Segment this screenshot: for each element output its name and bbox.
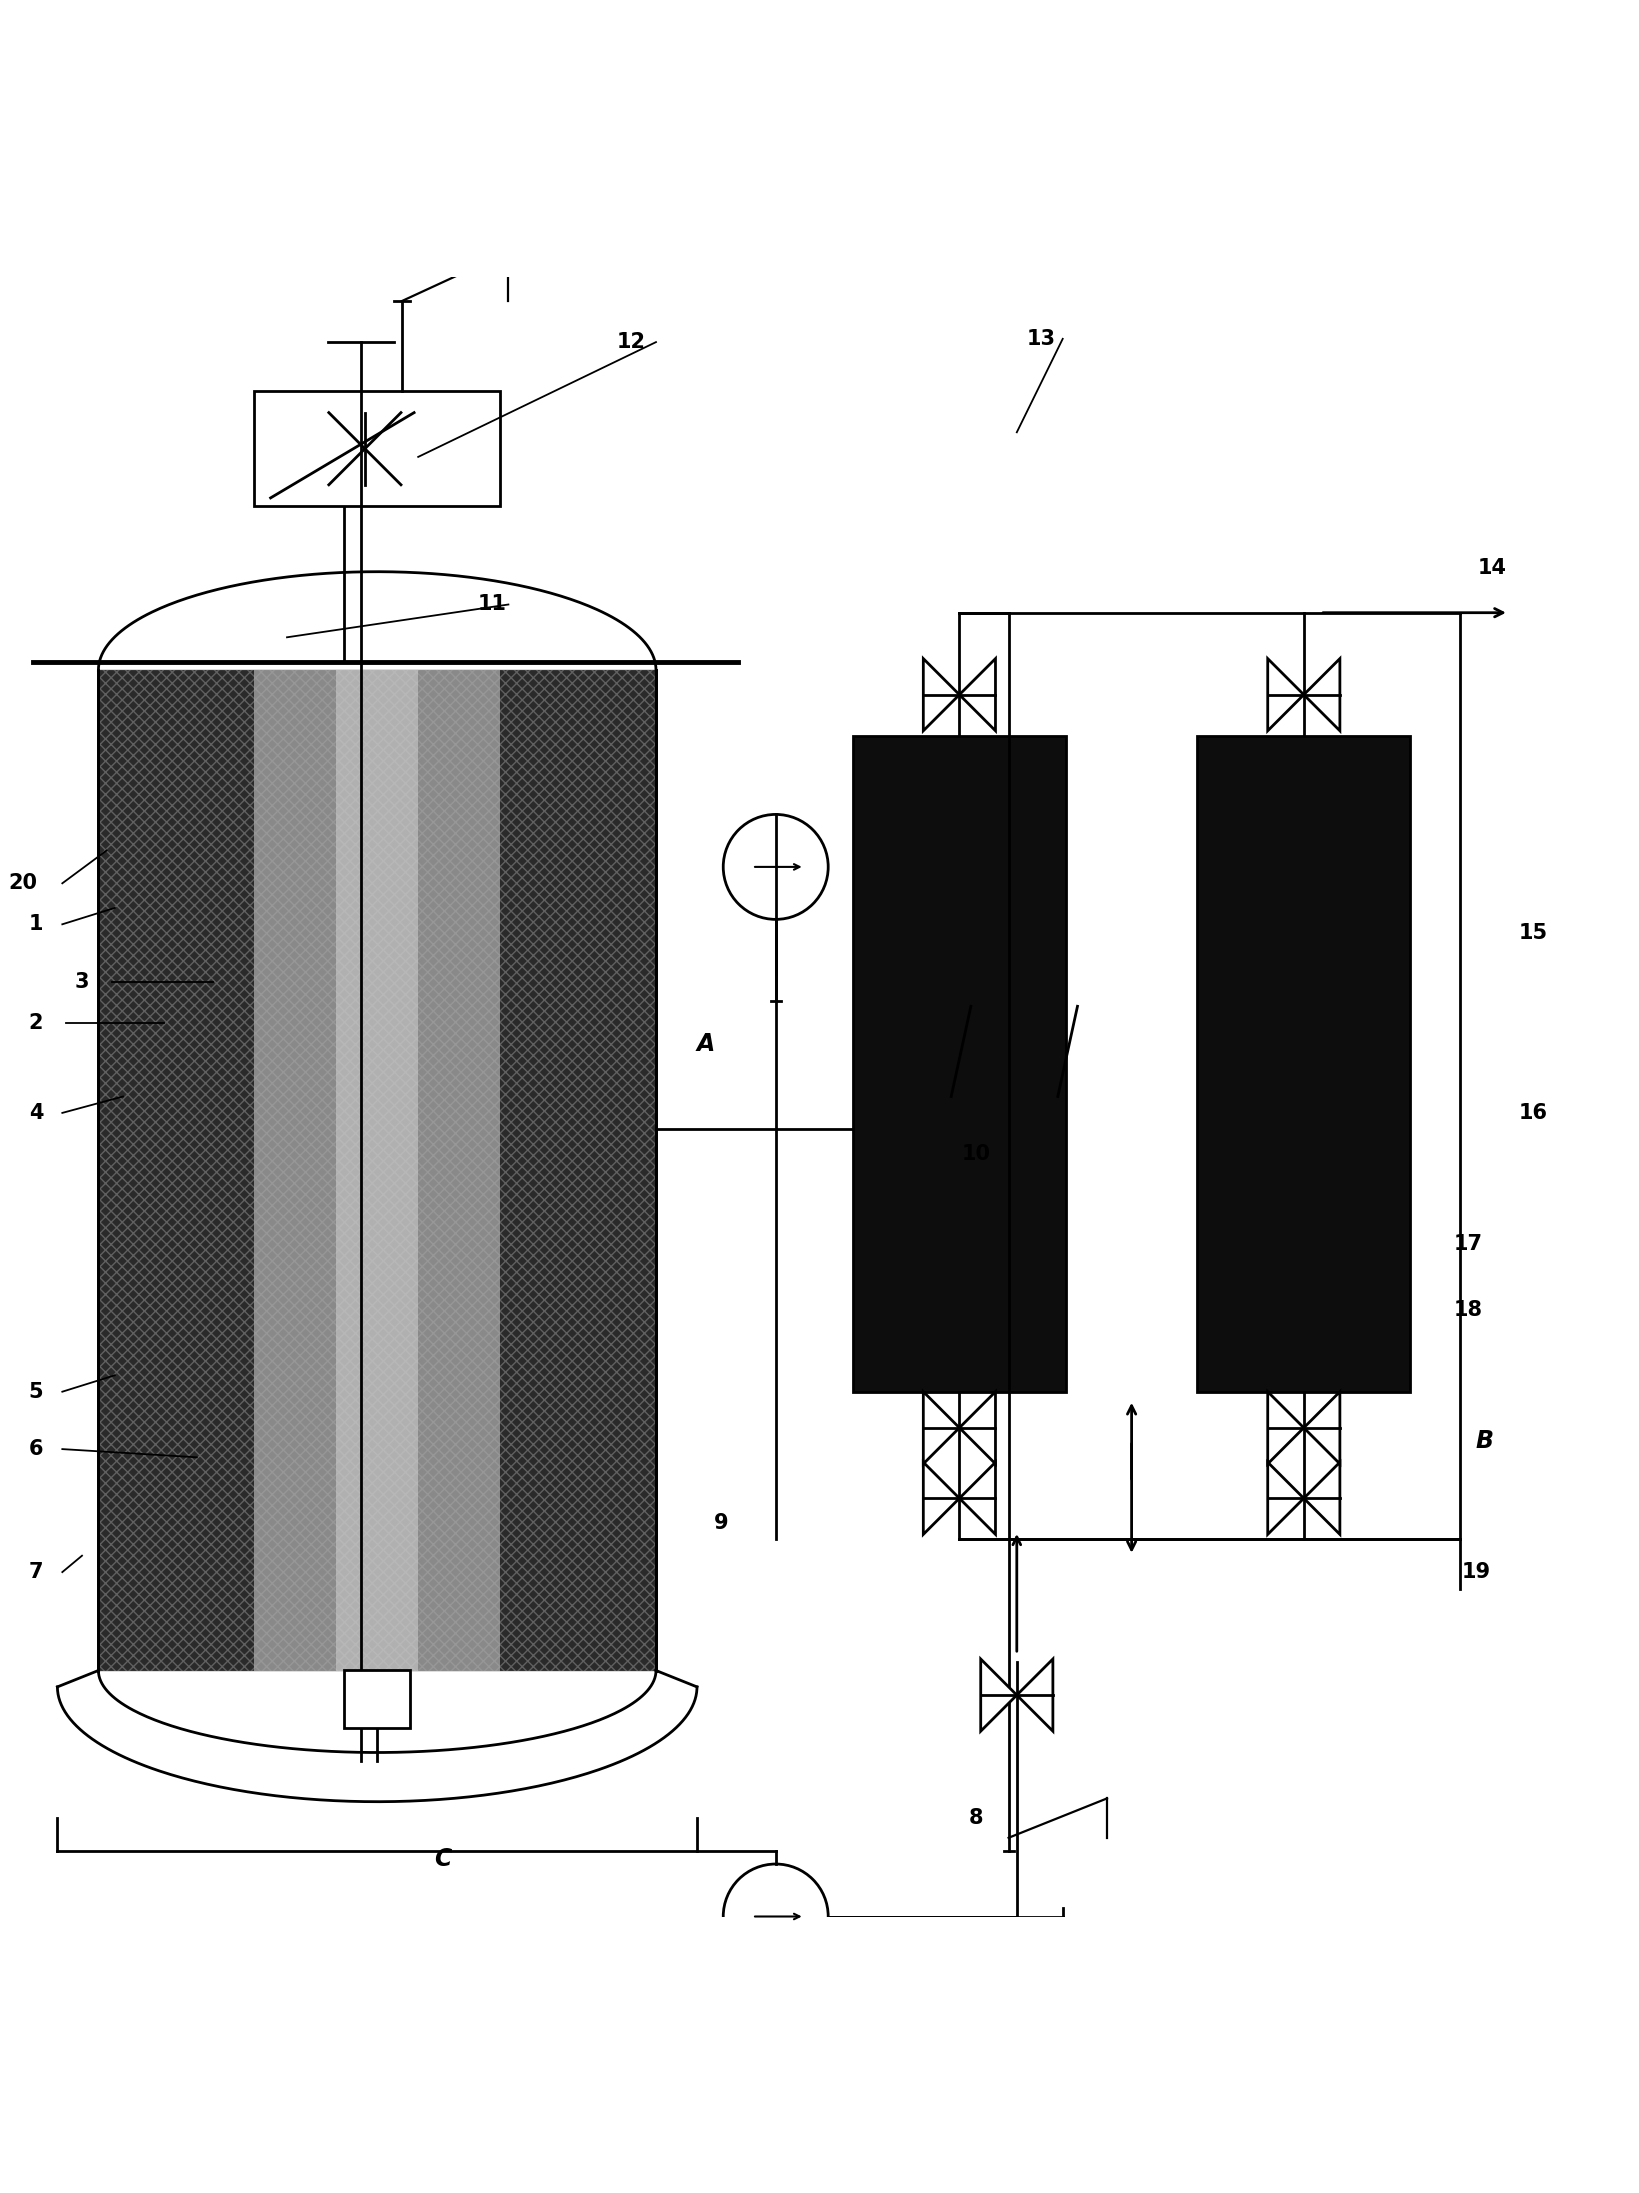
Polygon shape xyxy=(1016,1660,1052,1730)
Text: 17: 17 xyxy=(1452,1235,1482,1254)
Text: 13: 13 xyxy=(1026,329,1056,349)
Polygon shape xyxy=(1303,658,1339,730)
Text: C: C xyxy=(434,1847,451,1871)
Text: 7: 7 xyxy=(30,1561,43,1581)
Polygon shape xyxy=(980,1660,1016,1730)
Polygon shape xyxy=(1267,1463,1303,1535)
Bar xyxy=(98,671,656,1671)
Text: 6: 6 xyxy=(30,1439,43,1458)
Text: 11: 11 xyxy=(477,594,506,614)
Text: 4: 4 xyxy=(30,1103,43,1123)
Bar xyxy=(852,735,1065,1393)
Text: 12: 12 xyxy=(616,331,646,353)
Text: 2: 2 xyxy=(30,1013,43,1033)
Text: 19: 19 xyxy=(1460,1561,1490,1581)
Text: 5: 5 xyxy=(30,1382,43,1401)
Text: 8: 8 xyxy=(969,1807,982,1829)
Polygon shape xyxy=(923,1463,959,1535)
Text: 18: 18 xyxy=(1452,1300,1482,1320)
Text: 20: 20 xyxy=(8,873,38,893)
Text: 10: 10 xyxy=(960,1145,990,1164)
Bar xyxy=(254,390,500,507)
Polygon shape xyxy=(1267,1393,1303,1465)
Text: 15: 15 xyxy=(1518,923,1547,943)
Text: 3: 3 xyxy=(75,971,89,991)
Polygon shape xyxy=(923,1393,959,1465)
Polygon shape xyxy=(1267,658,1303,730)
Text: 14: 14 xyxy=(1477,559,1506,579)
Polygon shape xyxy=(959,1463,995,1535)
Text: 9: 9 xyxy=(715,1513,728,1533)
Bar xyxy=(344,1671,410,1728)
Bar xyxy=(254,671,500,1671)
Polygon shape xyxy=(959,1393,995,1465)
Bar xyxy=(1196,735,1410,1393)
Bar xyxy=(336,671,418,1671)
Text: 1: 1 xyxy=(30,914,43,934)
Polygon shape xyxy=(1303,1463,1339,1535)
Polygon shape xyxy=(959,658,995,730)
Polygon shape xyxy=(1303,1393,1339,1465)
Text: B: B xyxy=(1475,1430,1491,1454)
Polygon shape xyxy=(98,1671,656,1752)
Polygon shape xyxy=(923,658,959,730)
Polygon shape xyxy=(98,572,656,671)
Text: A: A xyxy=(695,1033,715,1057)
Bar xyxy=(98,671,656,1671)
Text: 16: 16 xyxy=(1518,1103,1547,1123)
